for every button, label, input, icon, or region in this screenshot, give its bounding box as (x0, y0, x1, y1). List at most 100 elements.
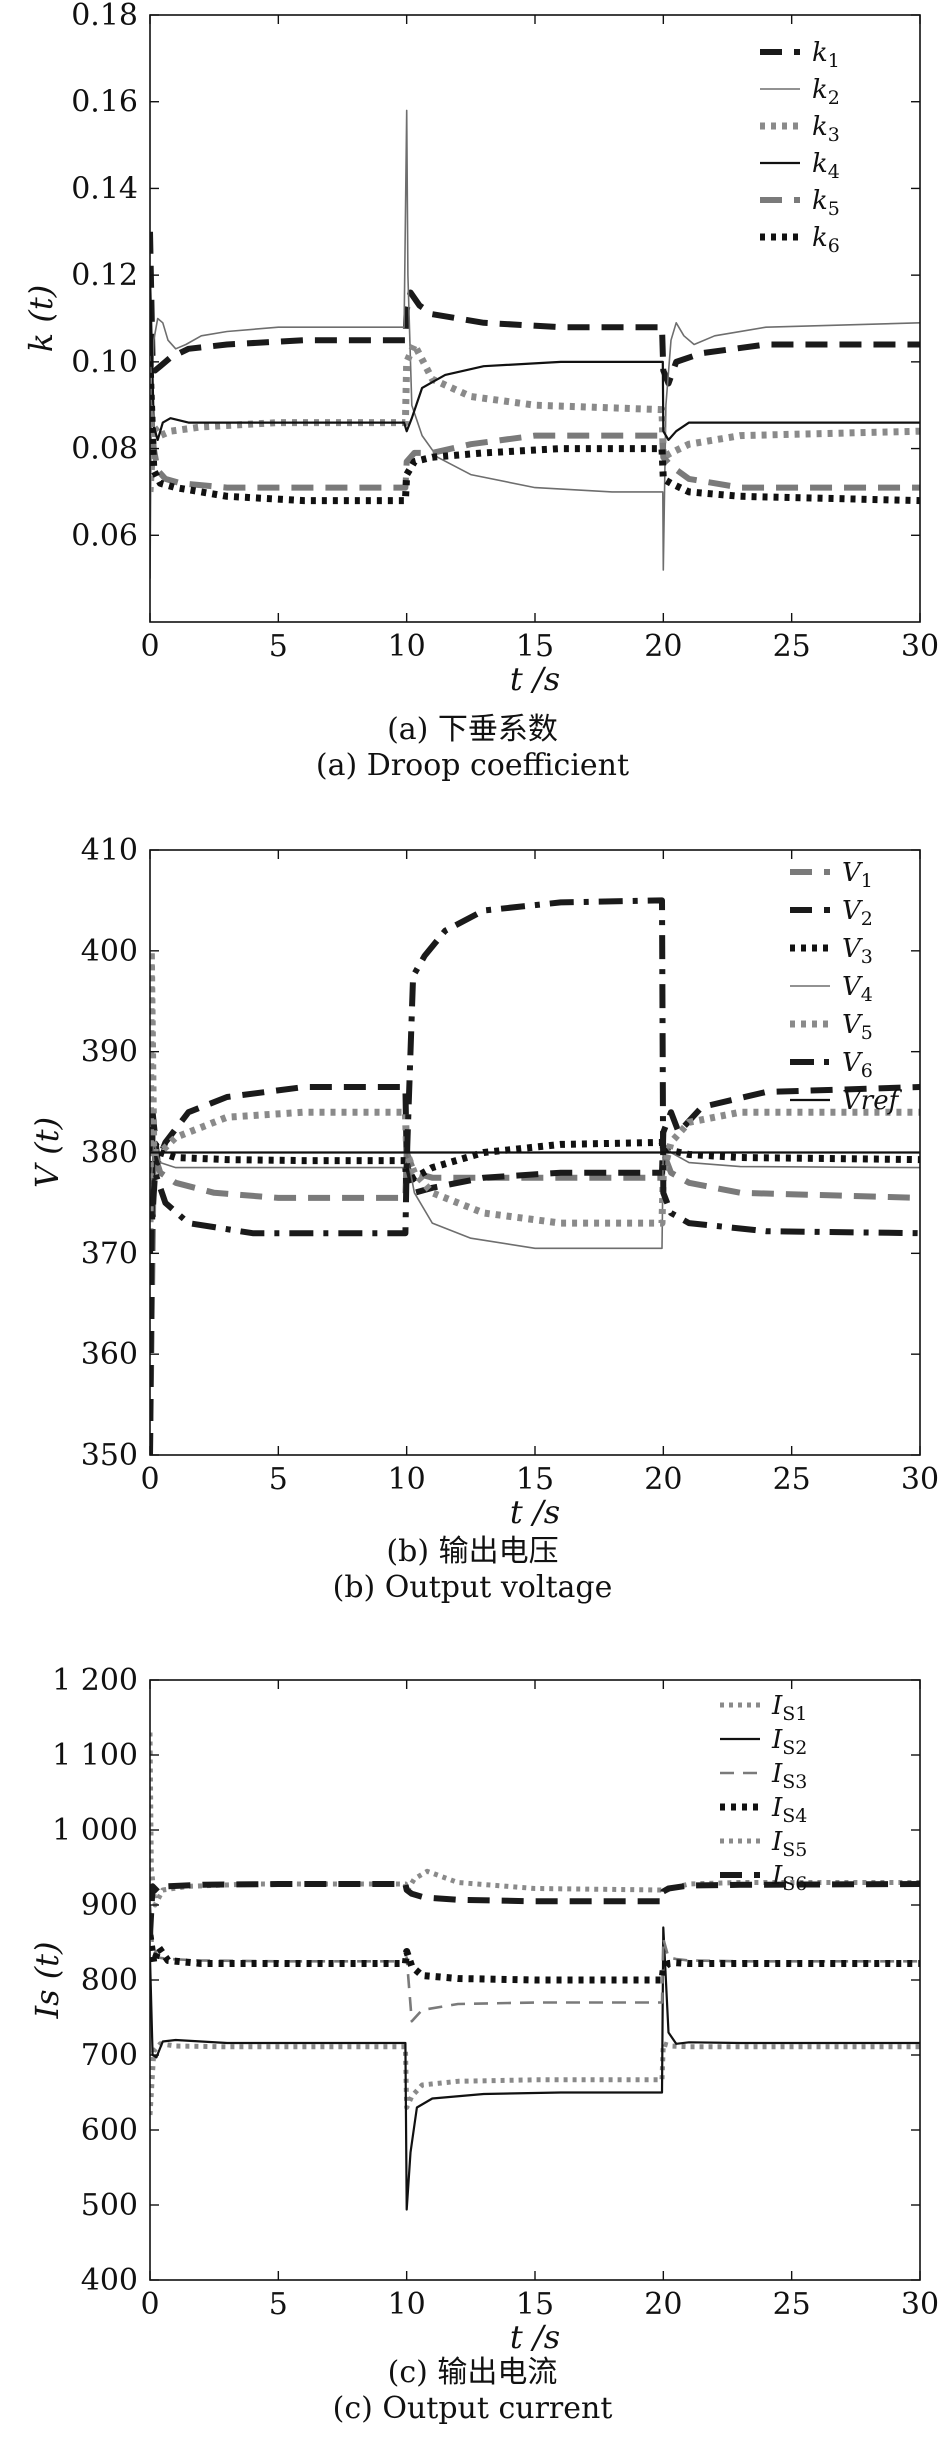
y-tick-label: 800 (81, 1963, 138, 1998)
legend-label: V6 (842, 1048, 873, 1082)
y-tick-label: 0.10 (71, 345, 138, 380)
series-line-k5 (150, 404, 920, 491)
legend-label: k3 (812, 112, 840, 146)
legend-label: IS3 (771, 1759, 807, 1793)
chart-output-voltage: 0 5 10 15 20 25 30 350 360 370 380 390 400 410 t /s V (… (28, 833, 939, 1531)
x-tick-label: 5 (269, 1462, 288, 1497)
x-axis-label: t /s (510, 2318, 560, 2356)
y-tick-label: 1 000 (52, 1813, 138, 1848)
y-tick-label: 1 200 (52, 1663, 138, 1698)
y-tick-label: 370 (81, 1236, 138, 1271)
x-tick-label: 15 (516, 2287, 554, 2322)
x-tick-label: 20 (644, 1462, 682, 1497)
legend: V1 V2 V3 V4 V5 V6 Vref (790, 858, 903, 1116)
series-line-v4 (150, 1141, 920, 1250)
series-line-k4 (150, 275, 920, 441)
y-tick-label: 1 100 (52, 1738, 138, 1773)
legend-label: IS4 (771, 1793, 807, 1827)
series-line-v5 (150, 947, 920, 1234)
legend-label: V5 (842, 1010, 873, 1044)
y-tick-label: 390 (81, 1035, 138, 1070)
legend-label: IS5 (771, 1827, 807, 1861)
x-tick-label: 20 (644, 2287, 682, 2322)
x-tick-label: 0 (140, 629, 159, 664)
legend-label: k1 (812, 38, 840, 72)
series-line-k1 (150, 231, 920, 387)
y-tick-label: 380 (81, 1136, 138, 1171)
x-tick-label: 30 (901, 1462, 939, 1497)
legend-label: V2 (842, 896, 873, 930)
caption-cn: (c) 输出电流 (387, 2355, 558, 2390)
x-tick-label: 30 (901, 2287, 939, 2322)
x-tick-label: 0 (140, 1462, 159, 1497)
legend-label: Vref (842, 1086, 903, 1116)
y-tick-label: 500 (81, 2188, 138, 2223)
panel-output-voltage: 0 5 10 15 20 25 30 350 360 370 380 390 400 410 t /s V (… (0, 800, 945, 1620)
caption-en: (c) Output current (332, 2391, 613, 2426)
x-tick-label: 25 (773, 629, 811, 664)
y-tick-label: 0.06 (71, 518, 138, 553)
x-tick-label: 10 (388, 629, 426, 664)
panel-droop-coefficient: 0 5 10 15 20 25 30 0.06 0.08 0.10 0.12 0.14 0.16 0.18… (0, 0, 945, 800)
series-line-v1 (150, 1149, 920, 1455)
x-tick-label: 10 (388, 1462, 426, 1497)
series-line-v3 (150, 1138, 920, 1187)
x-tick-label: 15 (516, 1462, 554, 1497)
series-line-v6 (150, 897, 920, 1254)
legend-label: IS6 (771, 1861, 807, 1895)
x-axis-label: t /s (510, 1493, 560, 1531)
x-tick-label: 30 (901, 629, 939, 664)
x-tick-label: 5 (269, 2287, 288, 2322)
y-tick-label: 400 (81, 2263, 138, 2298)
x-tick-label: 20 (644, 629, 682, 664)
x-tick-label: 25 (773, 2287, 811, 2322)
chart-output-current: 0 5 10 15 20 25 30 400 500 600 700 800 900 1 000 1 100… (28, 1663, 939, 2356)
series-group (150, 897, 920, 1455)
series-line-is2 (150, 1926, 920, 2211)
legend-label: V1 (842, 858, 873, 892)
caption-cn: (b) 输出电压 (386, 1534, 559, 1569)
series-line-is3 (150, 1904, 920, 2023)
x-tick-label: 0 (140, 2287, 159, 2322)
x-tick-label: 5 (269, 629, 288, 664)
y-axis-label: Is (t) (28, 1941, 66, 2019)
x-tick-label: 15 (516, 629, 554, 664)
y-tick-label: 0.12 (71, 258, 138, 293)
legend-label: IS1 (771, 1691, 807, 1725)
caption-en: (b) Output voltage (332, 1570, 613, 1605)
series-group (150, 109, 920, 579)
y-tick-label: 0.16 (71, 85, 138, 120)
series-line-v2 (150, 1084, 920, 1455)
y-tick-label: 350 (81, 1438, 138, 1473)
y-tick-label: 360 (81, 1337, 138, 1372)
y-tick-label: 0.18 (71, 0, 138, 33)
y-tick-label: 700 (81, 2038, 138, 2073)
legend-label: V3 (842, 934, 873, 968)
y-tick-label: 410 (81, 833, 138, 868)
plot-frame (149, 14, 921, 623)
series-line-k6 (150, 361, 920, 505)
y-axis-label: k (t) (22, 285, 60, 352)
caption-en: (a) Droop coefficient (315, 748, 630, 783)
legend-label: IS2 (771, 1725, 807, 1759)
legend-label: k4 (812, 149, 840, 183)
series-line-k2 (150, 109, 920, 579)
chart-droop-coefficient: 0 5 10 15 20 25 30 0.06 0.08 0.10 0.12 0.14 0.16 0.18… (22, 0, 939, 698)
series-group (150, 1732, 920, 2211)
x-tick-label: 10 (388, 2287, 426, 2322)
series-line-is6 (150, 1881, 920, 1936)
y-tick-label: 900 (81, 1888, 138, 1923)
series-line-k3 (150, 341, 920, 493)
x-tick-label: 25 (773, 1462, 811, 1497)
series-line-is4 (150, 1934, 920, 1984)
legend-label: V4 (842, 972, 873, 1006)
panel-output-current: 0 5 10 15 20 25 30 400 500 600 700 800 900 1 000 1 100… (0, 1620, 945, 2441)
legend-label: k5 (812, 186, 840, 220)
y-tick-label: 400 (81, 934, 138, 969)
legend-label: k2 (812, 75, 840, 109)
y-tick-label: 0.08 (71, 432, 138, 467)
y-tick-label: 600 (81, 2113, 138, 2148)
legend-label: k6 (812, 223, 840, 257)
